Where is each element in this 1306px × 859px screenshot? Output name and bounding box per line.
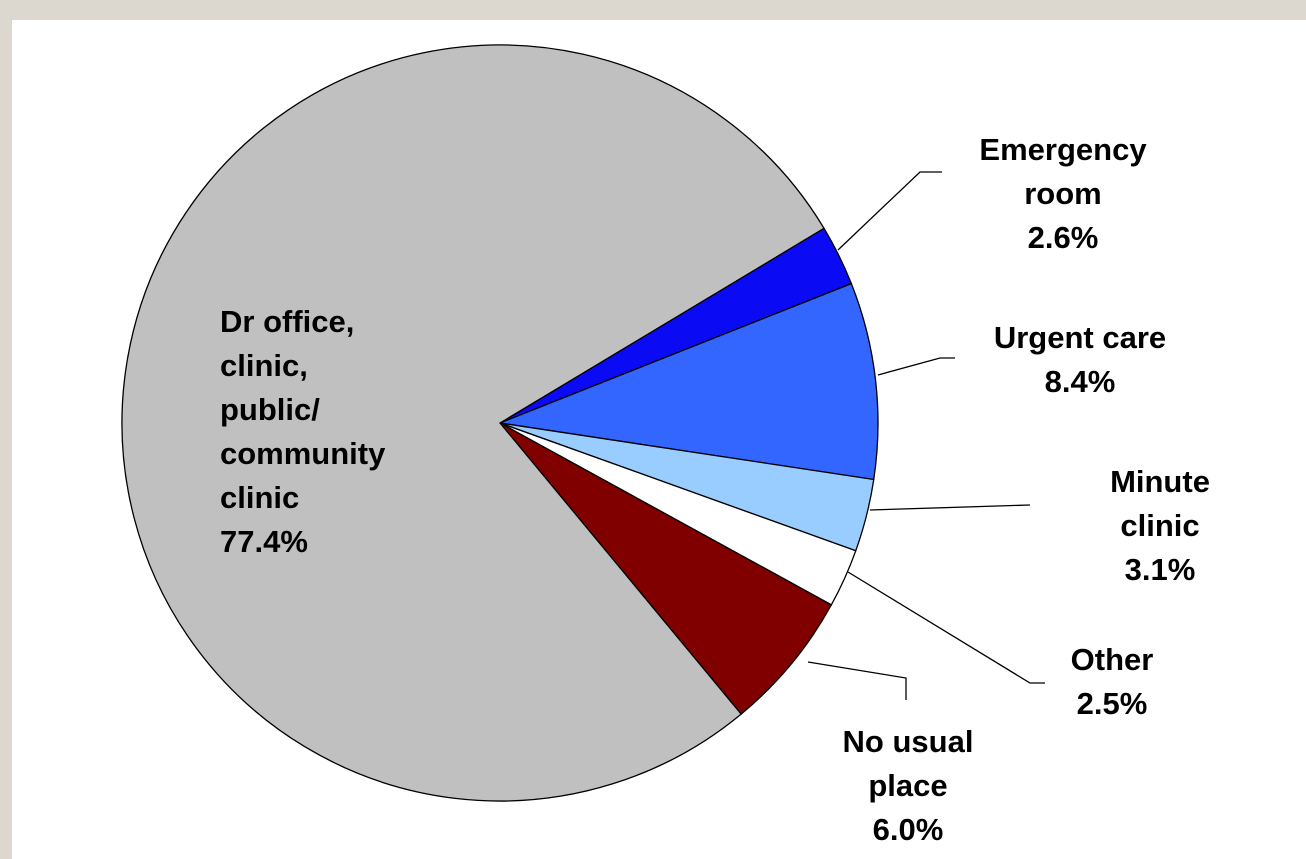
slice-label: Other 2.5% — [1071, 638, 1154, 726]
slice-label: Emergency room 2.6% — [979, 128, 1146, 260]
leader-line — [877, 357, 955, 376]
slice-label: No usual place 6.0% — [843, 720, 974, 852]
category-label: Minute clinic — [1110, 464, 1210, 543]
leader-line — [807, 661, 907, 700]
category-label: Urgent care — [993, 320, 1167, 355]
leader-line — [837, 171, 942, 251]
pie-slice — [121, 44, 825, 802]
pie-slice — [499, 422, 833, 716]
category-label: Dr office, clinic, public/ community cli… — [220, 304, 386, 515]
value-label: 77.4% — [220, 524, 308, 559]
slice-label: Urgent care 8.4% — [994, 316, 1166, 404]
slice-label: Dr office, clinic, public/ community cli… — [220, 300, 385, 564]
value-label: 8.4% — [1044, 364, 1116, 399]
leader-line — [869, 504, 1031, 511]
value-label: 6.0% — [872, 812, 944, 847]
slice-label: Minute clinic 3.1% — [1087, 460, 1233, 592]
category-label: Other — [1070, 642, 1154, 677]
category-label: No usual place — [842, 724, 974, 803]
value-label: 3.1% — [1124, 552, 1196, 587]
category-label: Emergency room — [979, 132, 1147, 211]
pie-slice — [497, 282, 879, 481]
value-label: 2.6% — [1027, 220, 1099, 255]
value-label: 2.5% — [1076, 686, 1148, 721]
leader-line — [847, 571, 1045, 684]
